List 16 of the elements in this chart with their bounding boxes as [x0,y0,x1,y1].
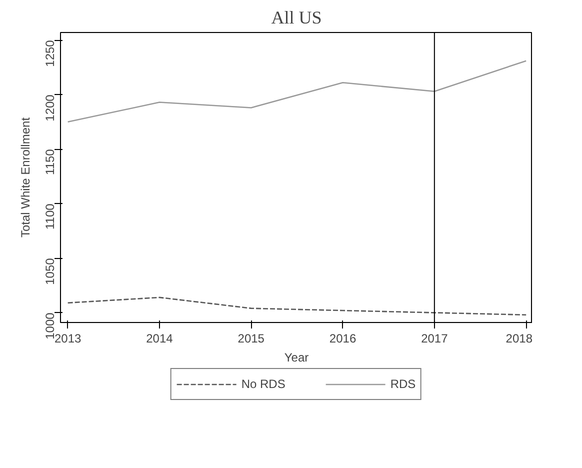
x-tick-label: 2015 [238,332,265,346]
y-tick-label: 1050 [43,258,57,285]
y-axis-title: Total White Enrollment [18,116,32,238]
y-tick-label: 1150 [43,148,57,175]
x-tick-label: 2013 [54,332,82,346]
x-axis-title: Year [284,350,309,364]
legend-label: No RDS [241,377,286,391]
y-tick-label: 1200 [43,94,57,122]
legend-label: RDS [390,377,416,391]
x-tick-label: 2018 [506,332,533,346]
x-tick-label: 2014 [146,332,174,346]
y-tick-label: 1250 [43,40,57,67]
x-tick-label: 2017 [421,332,448,346]
x-tick-label: 2016 [329,332,356,346]
y-tick-label: 1100 [43,203,57,230]
chart-title: All US [271,8,322,28]
